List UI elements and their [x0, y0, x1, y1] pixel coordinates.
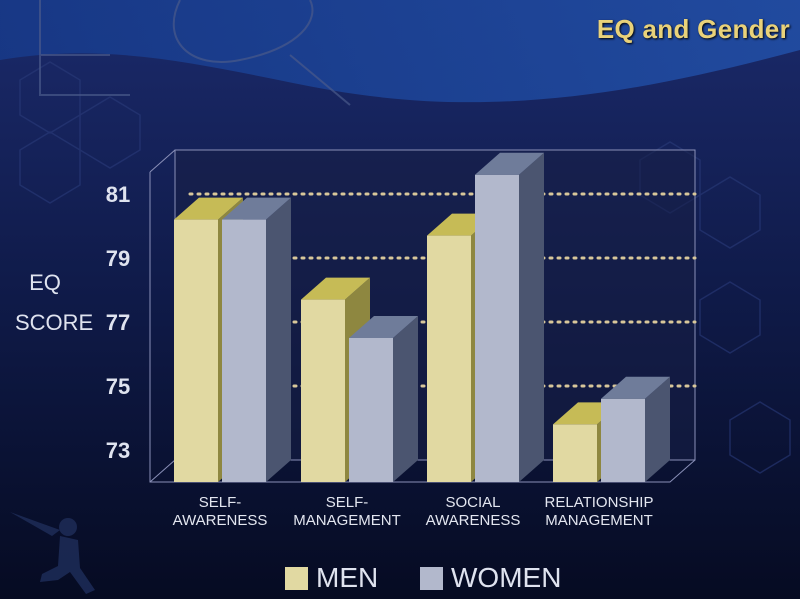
bar-top-women-3	[601, 376, 670, 399]
hexagon-pattern	[19, 61, 791, 474]
category-label-line: AWARENESS	[172, 512, 268, 529]
bar-top-women-1	[349, 316, 418, 338]
bar-top-men-1	[301, 277, 370, 300]
y-tick-81: 81	[106, 182, 130, 207]
bar-side-women-2	[519, 152, 544, 483]
legend-swatch-women	[420, 566, 443, 590]
legend-label-men: MEN	[316, 562, 379, 593]
bar-side-women-3	[645, 376, 670, 482]
category-label-2: SOCIAL AWARENESS	[408, 494, 538, 530]
bar-top-women-0	[222, 197, 291, 220]
bar-women-2	[475, 174, 519, 483]
eq-watermark	[39, 0, 351, 106]
bar-women-3	[601, 398, 645, 482]
category-label-1: SELF- MANAGEMENT	[282, 494, 412, 530]
y-axis-label-line-1: EQ	[29, 270, 61, 295]
bar-women-1	[349, 338, 393, 482]
category-label-line: MANAGEMENT	[545, 512, 653, 529]
bar-side-women-1	[393, 316, 418, 482]
category-label-line: AWARENESS	[425, 512, 521, 529]
slide-title: EQ and Gender	[596, 14, 790, 44]
chart-frame-edge	[149, 149, 176, 173]
chart-frame-base	[149, 172, 696, 483]
category-label-line: SOCIAL	[445, 494, 501, 511]
bar-top-women-2	[475, 152, 544, 175]
bar-side-women-0	[266, 197, 291, 482]
category-label-line: SELF-	[198, 494, 242, 511]
category-label-0: SELF- AWARENESS	[155, 494, 285, 530]
bar-men-0	[174, 219, 218, 482]
bar-top-men-0	[174, 197, 243, 220]
bar-men-1	[301, 299, 345, 482]
legend-item-women: WOMEN	[420, 561, 561, 595]
category-label-3: RELATIONSHIP MANAGEMENT	[534, 494, 664, 530]
bar-women-0	[222, 219, 266, 482]
legend-swatch-men	[285, 566, 308, 590]
y-tick-73: 73	[106, 438, 130, 463]
y-tick-77: 77	[106, 310, 130, 335]
category-label-line: SELF-	[325, 494, 369, 511]
bar-men-2	[427, 235, 471, 482]
runner-silhouette-icon	[10, 512, 95, 594]
chart-floor-edge	[149, 459, 176, 483]
category-label-line: MANAGEMENT	[293, 512, 401, 529]
legend-item-men: MEN	[285, 561, 378, 595]
bar-men-3	[553, 424, 597, 482]
y-tick-79: 79	[106, 246, 130, 271]
legend-label-women: WOMEN	[451, 562, 562, 593]
category-label-line: RELATIONSHIP	[544, 494, 654, 511]
y-tick-75: 75	[106, 374, 130, 399]
